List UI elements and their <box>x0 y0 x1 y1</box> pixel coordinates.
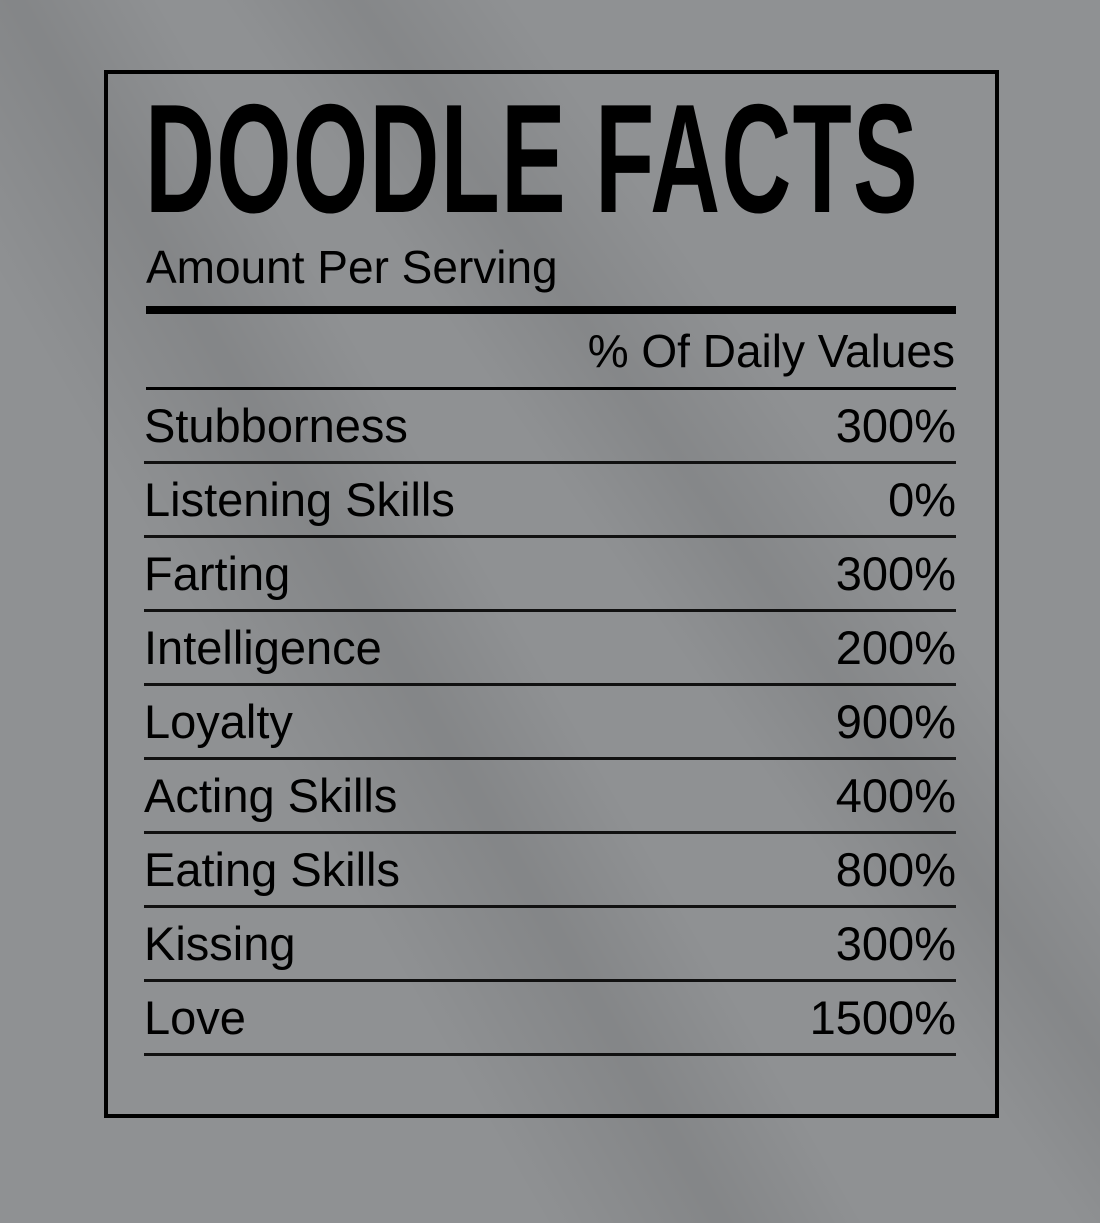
fact-row: Eating Skills 800% <box>144 834 956 908</box>
fact-name: Kissing <box>144 916 296 970</box>
fact-row: Loyalty 900% <box>144 686 956 760</box>
fact-name: Listening Skills <box>144 472 455 526</box>
fact-row: Stubborness 300% <box>144 390 956 464</box>
facts-table: Stubborness 300% Listening Skills 0% Farting… <box>144 390 956 1056</box>
fact-name: Acting Skills <box>144 768 398 822</box>
fact-value: 0% <box>888 472 956 526</box>
fact-name: Farting <box>144 546 291 600</box>
label-title: DOODLE FACTS <box>145 72 955 245</box>
fact-name: Eating Skills <box>144 842 400 896</box>
fact-value: 1500% <box>809 990 956 1044</box>
fact-name: Stubborness <box>144 398 408 452</box>
label-border <box>104 70 999 1118</box>
thick-divider <box>146 306 956 314</box>
fact-value: 300% <box>835 916 956 970</box>
fact-row: Farting 300% <box>144 538 956 612</box>
fact-value: 800% <box>835 842 956 896</box>
fact-value: 300% <box>835 546 956 600</box>
fact-value: 400% <box>835 768 956 822</box>
fact-row: Love 1500% <box>144 982 956 1056</box>
title-text: DOODLE FACTS <box>145 72 919 245</box>
fact-value: 900% <box>835 694 956 748</box>
daily-values-header: % Of Daily Values <box>587 325 955 377</box>
amount-per-serving: Amount Per Serving <box>146 241 558 293</box>
fact-row: Listening Skills 0% <box>144 464 956 538</box>
fact-row: Acting Skills 400% <box>144 760 956 834</box>
fact-name: Intelligence <box>144 620 382 674</box>
fact-value: 200% <box>835 620 956 674</box>
fact-name: Love <box>144 990 246 1044</box>
fact-name: Loyalty <box>144 694 293 748</box>
fact-row: Kissing 300% <box>144 908 956 982</box>
fact-value: 300% <box>835 398 956 452</box>
fact-row: Intelligence 200% <box>144 612 956 686</box>
divider <box>146 387 956 390</box>
